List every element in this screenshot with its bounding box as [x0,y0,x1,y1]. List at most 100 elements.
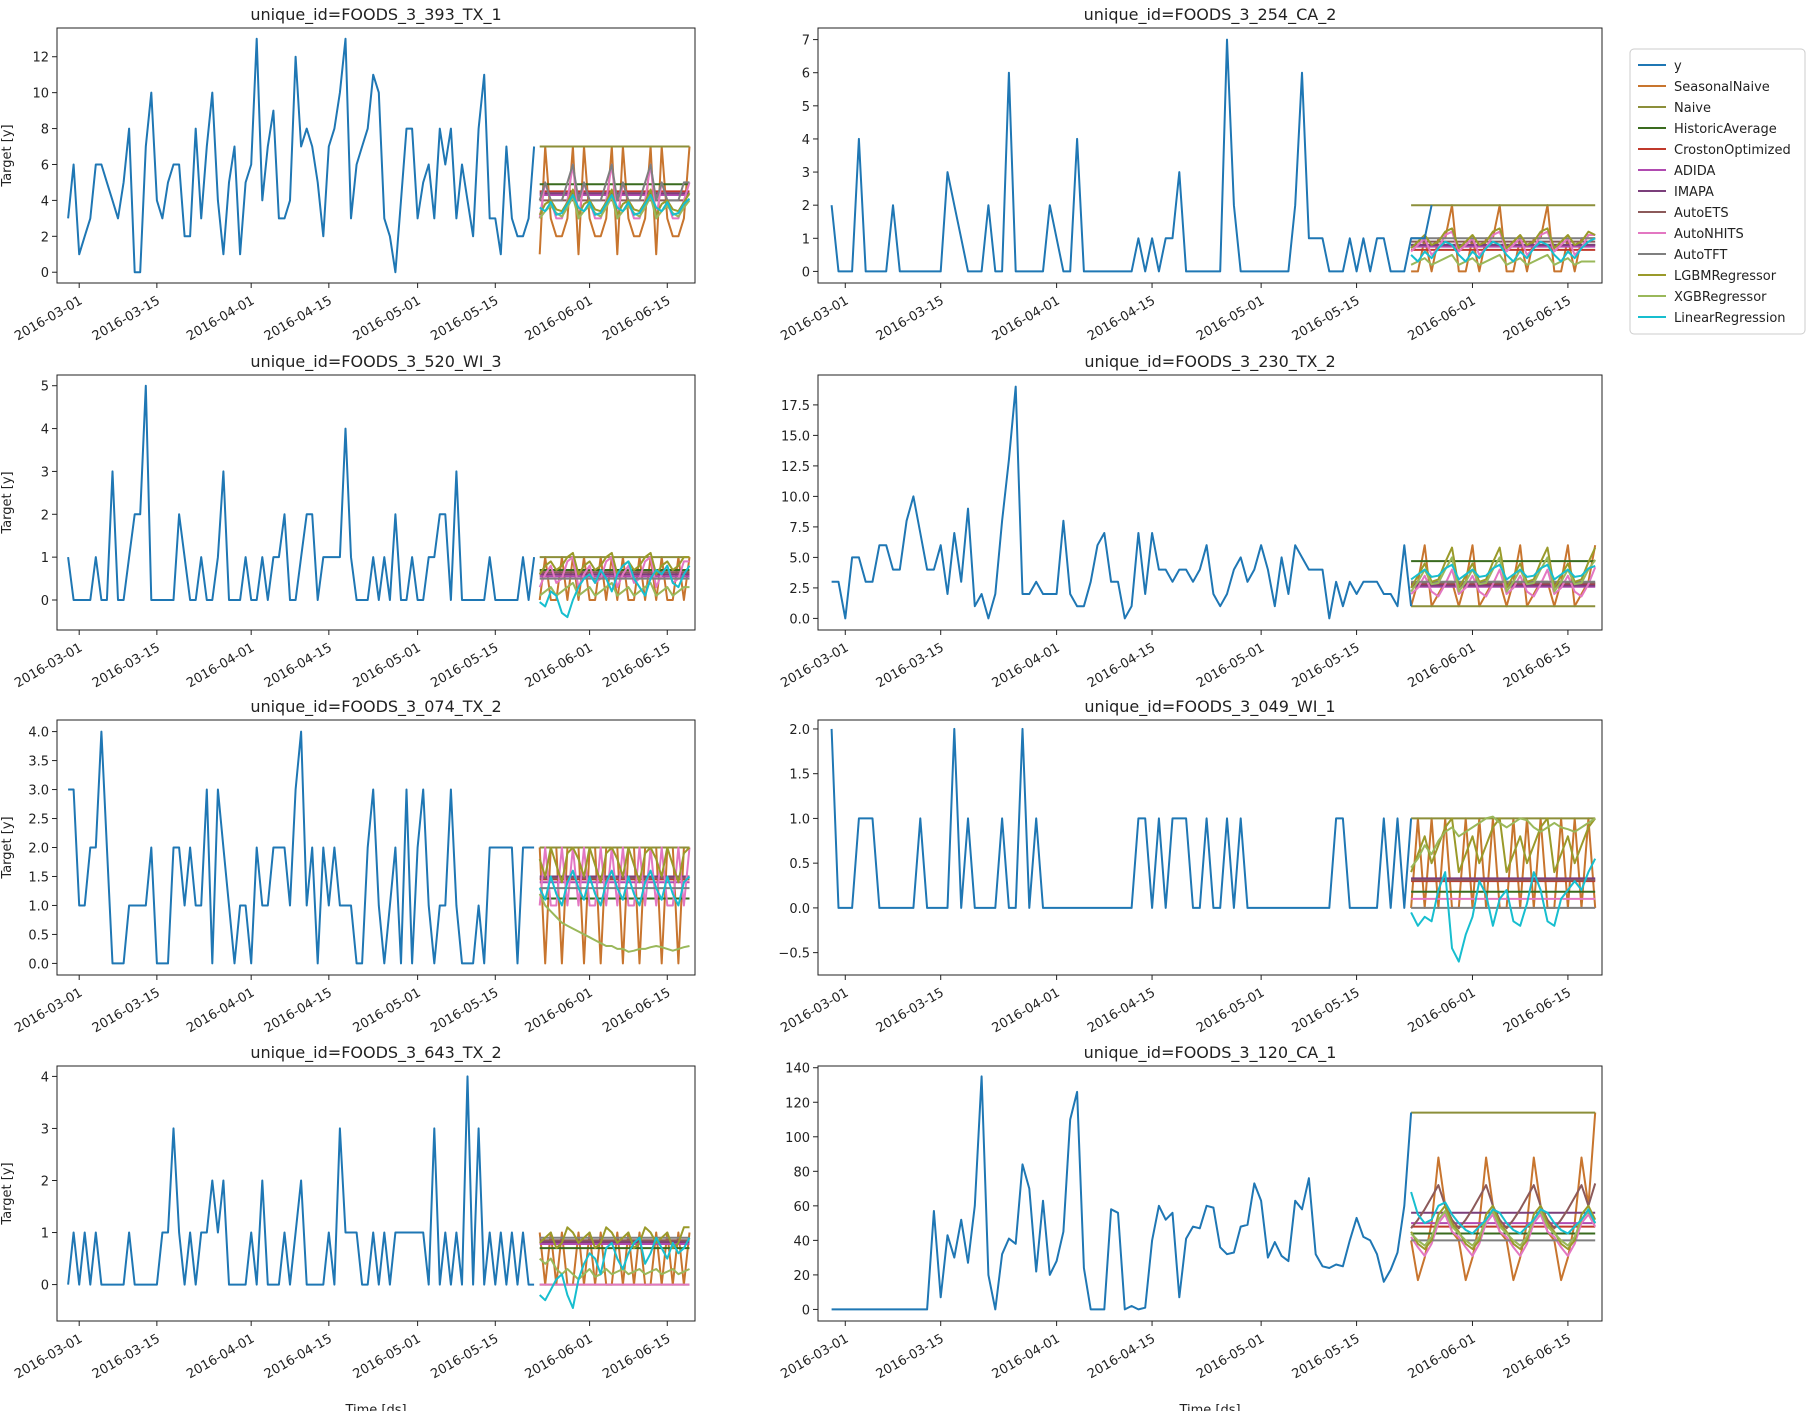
subplot-title: unique_id=FOODS_3_643_TX_2 [250,1043,501,1063]
x-tick-label: 2016-06-01 [523,1331,596,1382]
x-tick-label: 2016-03-15 [90,1331,163,1382]
x-tick-label: 2016-05-15 [1290,640,1363,691]
legend-label: IMAPA [1674,185,1714,200]
x-tick-label: 2016-03-01 [12,640,85,691]
axes-frame [56,719,696,976]
series-line-XGBRegressor [539,1257,690,1281]
x-tick-label: 2016-04-01 [184,985,257,1036]
series-line-LinearRegression [538,869,691,907]
y-tick-label: 2.0 [789,723,810,738]
y-tick-label: 2.5 [789,582,810,597]
subplot-title: unique_id=FOODS_3_074_TX_2 [250,697,501,717]
y-tick-label: 6 [802,67,810,82]
x-tick-label: 2016-04-01 [184,293,257,344]
y-tick-label: 3 [802,166,810,181]
y-tick-label: 2 [41,508,49,523]
plot-area [67,1075,691,1309]
y-tick-label: 2 [41,230,49,245]
subplot-2: unique_id=FOODS_3_254_CA_2 0 1 2 3 4 5 6 7 2016-0… [778,5,1603,344]
y-tick-label: 5 [802,100,810,115]
legend-box [1629,48,1806,335]
x-tick-label: 2016-03-15 [874,640,947,691]
x-tick-label: 2016-05-01 [1194,1331,1267,1382]
x-tick-label: 2016-05-15 [428,640,501,691]
x-tick-label: 2016-03-01 [12,1331,85,1382]
y-tick-label: 1.0 [28,899,49,914]
series-line-LinearRegression [1410,858,1597,963]
x-tick-label: 2016-04-01 [184,640,257,691]
y-tick-label: 0 [41,266,49,281]
y-tick-label: 4 [802,133,810,148]
x-tick-label: 2016-03-15 [90,985,163,1036]
x-tick-label: 2016-04-15 [262,985,335,1036]
x-tick-label: 2016-05-01 [351,640,424,691]
y-tick-label: 1.5 [28,870,49,885]
y-tick-label: 80 [793,1165,810,1180]
legend-label: LGBMRegressor [1674,269,1777,284]
plot-area [830,727,1597,963]
series-line-AutoNHITS [1410,230,1596,256]
y-tick-label: 4 [41,423,49,438]
axes-frame [56,27,696,284]
x-tick-label: 2016-06-01 [523,640,596,691]
x-tick-label: 2016-04-01 [990,1331,1063,1382]
y-tick-label: 10.0 [781,490,810,505]
x-tick-label: 2016-05-15 [1290,985,1363,1036]
x-tick-label: 2016-05-01 [351,1331,424,1382]
x-tick-label: 2016-04-15 [1085,293,1158,344]
subplot-title: unique_id=FOODS_3_230_TX_2 [1084,352,1335,372]
series-line-LinearRegression [539,1236,691,1309]
x-tick-label: 2016-05-01 [1194,293,1267,344]
series-line-LGBMRegressor [538,551,690,576]
x-tick-label: 2016-06-15 [1501,293,1574,344]
y-tick-label: 8 [41,123,49,138]
x-tick-label: 2016-06-01 [523,293,596,344]
series-line-y [831,385,1413,620]
series-line-y [830,727,1413,909]
y-tick-label: 140 [785,1062,810,1077]
y-axis-label: Target [y] [0,816,15,879]
x-axis-label: Time [ds] [344,1403,406,1411]
x-tick-label: 2016-06-01 [1406,1331,1479,1382]
x-tick-label: 2016-06-15 [1501,985,1574,1036]
series-line-XGBRegressor [538,893,690,953]
series-line-LGBMRegressor [1410,227,1596,250]
y-tick-label: 60 [793,1200,810,1215]
y-tick-label: 12.5 [781,460,810,475]
series-line-y [831,1075,1413,1311]
series-line-XGBRegressor [1410,1210,1597,1247]
x-tick-label: 2016-04-01 [990,985,1063,1036]
x-tick-label: 2016-03-01 [12,985,85,1036]
series-line-y [67,384,536,601]
subplot-6: unique_id=FOODS_3_049_WI_1 −0.5 0.0 0.5 1.0 1… [778,697,1603,1036]
y-tick-label: 4 [41,194,49,209]
series-line-y [67,37,536,274]
x-tick-label: 2016-04-15 [1085,640,1158,691]
subplot-1: unique_id=FOODS_3_393_TX_1 Target [y] 0 2 4 6… [0,5,696,344]
series-line-LinearRegression [1410,563,1596,581]
x-tick-label: 2016-03-01 [12,293,85,344]
y-tick-label: 0 [802,265,810,280]
series-line-XGBRegressor [1410,815,1596,869]
x-tick-label: 2016-06-01 [1406,640,1479,691]
x-tick-label: 2016-06-15 [1501,640,1574,691]
y-axis-label: Target [y] [0,124,15,187]
legend-label: y [1674,59,1682,74]
plot-area [68,730,691,965]
x-tick-label: 2016-05-15 [1290,1331,1363,1382]
y-tick-label: 0.5 [28,928,49,943]
subplot-title: unique_id=FOODS_3_393_TX_1 [250,5,501,25]
y-tick-label: 7 [802,34,810,49]
y-tick-label: 1 [41,551,49,566]
x-tick-label: 2016-03-01 [778,1331,851,1382]
series-line-LGBMRegressor [1410,817,1596,874]
y-tick-label: 0.0 [789,612,810,627]
x-tick-label: 2016-04-01 [990,640,1063,691]
plot-area [831,385,1597,620]
subplot-grid: unique_id=FOODS_3_393_TX_1 Target [y] 0 2 4 6… [0,5,1603,1411]
subplot-title: unique_id=FOODS_3_254_CA_2 [1084,5,1337,25]
series-line-AutoNHITS [1410,1213,1597,1257]
series-line-LGBMRegressor [1410,1204,1597,1250]
x-tick-label: 2016-05-15 [1290,293,1363,344]
series-line-LinearRegression [1410,1191,1597,1235]
